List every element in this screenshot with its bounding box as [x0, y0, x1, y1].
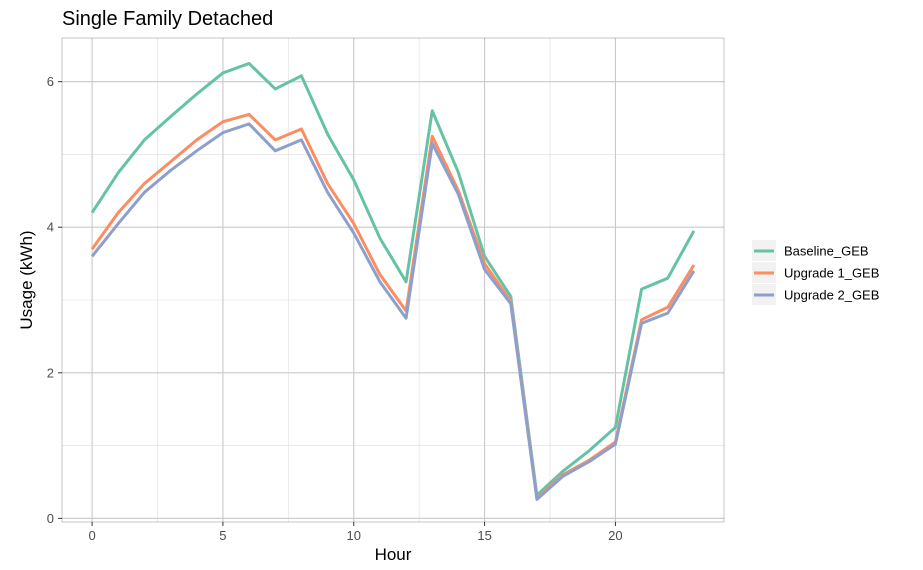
legend-label-1: Upgrade 1_GEB	[784, 266, 879, 281]
y-tick-label: 0	[47, 511, 54, 526]
y-axis-ticks: 0 2 4 6	[47, 74, 62, 526]
legend-label-0: Baseline_GEB	[784, 244, 869, 259]
x-axis-ticks: 0 5 10 15 20	[88, 522, 623, 543]
x-tick-label: 15	[477, 528, 491, 543]
x-tick-label: 0	[88, 528, 95, 543]
x-tick-label: 20	[608, 528, 622, 543]
series-line-0	[90, 61, 696, 497]
legend: Baseline_GEB Upgrade 1_GEB Upgrade 2_GEB	[752, 240, 879, 305]
y-tick-label: 6	[47, 74, 54, 89]
y-tick-label: 4	[47, 220, 54, 235]
plot-panel-border	[61, 37, 725, 523]
y-axis-title: Usage (kWh)	[17, 230, 36, 329]
series-lines	[90, 61, 696, 501]
x-tick-label: 5	[219, 528, 226, 543]
series-line-2	[90, 122, 696, 501]
grid-major	[62, 38, 724, 522]
x-tick-label: 10	[347, 528, 361, 543]
chart-title: Single Family Detached	[62, 8, 273, 30]
plot-panel	[62, 38, 724, 522]
x-axis-title: Hour	[375, 545, 412, 564]
y-tick-label: 2	[47, 365, 54, 380]
legend-label-2: Upgrade 2_GEB	[784, 288, 879, 303]
